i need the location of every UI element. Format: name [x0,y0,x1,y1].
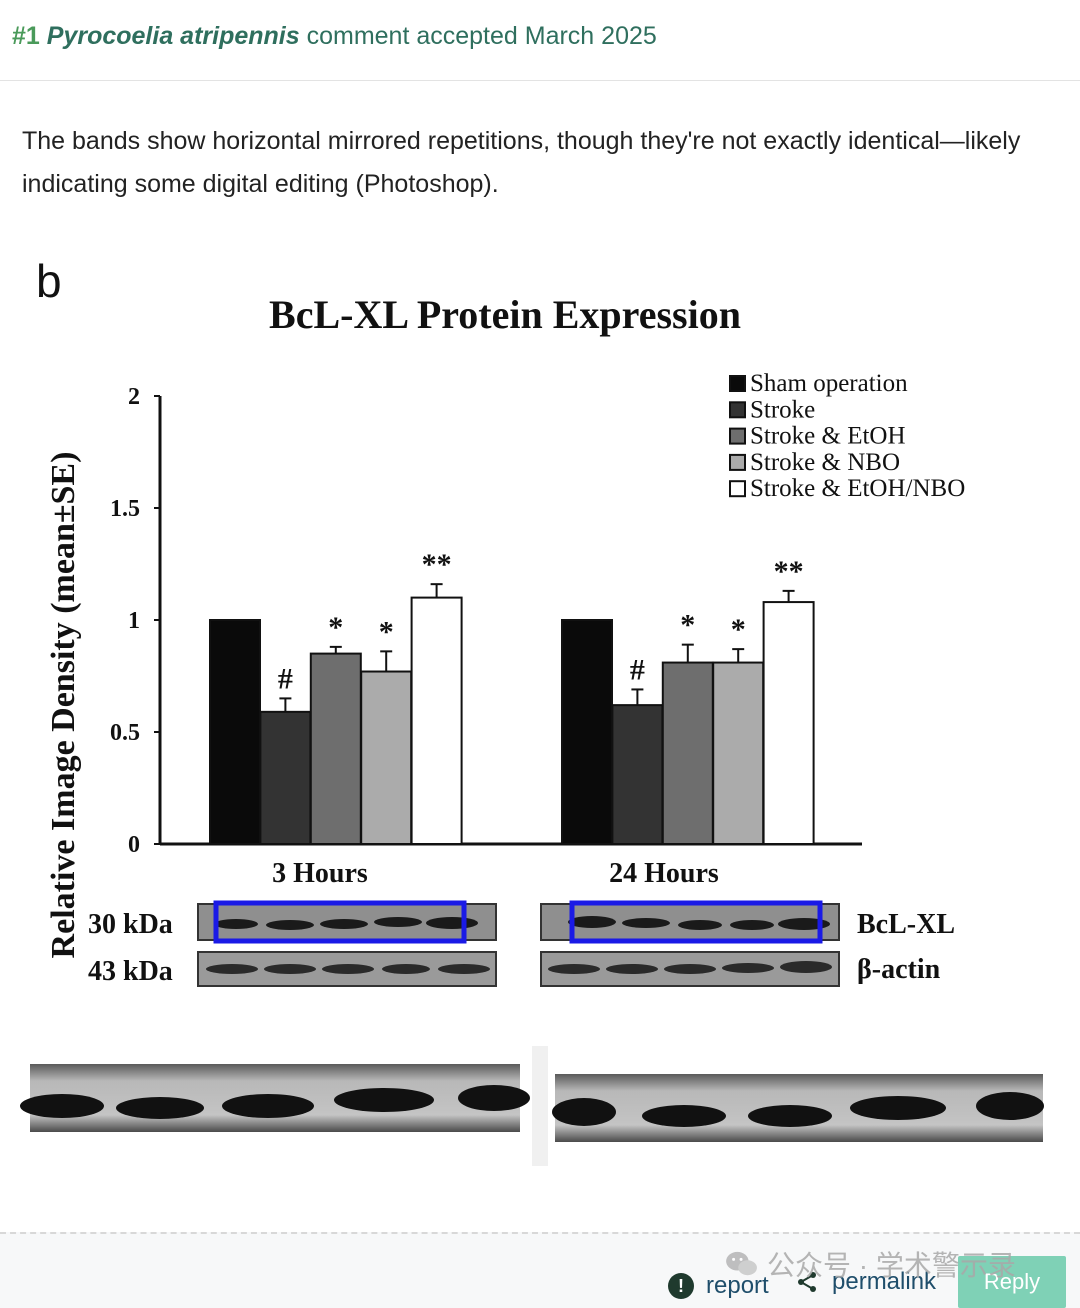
share-icon [798,1272,816,1292]
y-axis-label: Relative Image Density (mean±SE) [45,452,82,959]
actin-name-label: β-actin [857,954,941,985]
comment-text: The bands show horizontal mirrored repet… [22,127,1021,198]
report-label: report [706,1272,769,1299]
legend-label: Stroke & EtOH/NBO [750,475,965,502]
legend-swatch [729,480,746,498]
comment-number[interactable]: #1 [12,22,40,50]
bar [762,601,815,845]
bar [209,619,261,845]
permalink-link[interactable]: permalink [796,1268,936,1296]
bcl-kda-label: 30 kDa [88,909,173,940]
comment-header: #1 Pyrocoelia atripennis comment accepte… [0,0,1080,81]
y-tick-label: 1 [128,608,140,634]
permalink-label: permalink [832,1268,937,1295]
chart-title: BcL-XL Protein Expression [269,292,741,337]
y-tick-label: 1.5 [110,496,140,522]
significance-mark: * [328,611,343,644]
western-blots: 30 kDa 43 kDa BcL-XL β-actin [88,900,955,987]
comment-status: comment accepted March 2025 [306,22,657,50]
significance-mark: ** [422,548,452,581]
highlight-box-3h [213,900,467,944]
species-name[interactable]: Pyrocoelia atripennis [46,22,300,50]
bar [661,661,714,845]
legend-label: Stroke & NBO [750,449,900,476]
y-tick-label: 0 [128,832,140,858]
y-tick-label: 0.5 [110,720,140,746]
bar [309,652,362,845]
figure-panel: b BcL-XL Protein Expression Relative Ima… [36,255,965,987]
significance-mark: * [379,615,394,648]
wechat-icon [726,1251,757,1276]
crop-24h [552,1074,1044,1142]
bar [259,710,312,845]
reply-button[interactable]: Reply [958,1256,1066,1308]
alert-icon: ! [668,1273,694,1299]
x-tick-label: 24 Hours [609,858,719,889]
significance-mark: * [680,609,695,642]
bar [611,704,664,845]
report-link[interactable]: ! report [668,1272,769,1300]
actin-kda-label: 43 kDa [88,956,173,987]
crop-3h [20,1064,530,1132]
x-tick-label: 3 Hours [272,858,368,889]
bar [712,661,765,845]
legend-label: Stroke & EtOH [750,423,906,450]
legend-swatch [729,453,746,471]
bar [410,596,463,845]
watermark-text: 公众号 · 学术警示录 [767,1250,1016,1281]
comment-header-line: #1 Pyrocoelia atripennis comment accepte… [12,22,657,51]
enlarged-band-crops [20,1046,1044,1166]
crop-divider [532,1046,548,1166]
bcl-bands-24h [568,916,830,930]
bar [360,670,413,845]
panel-label: b [36,255,62,307]
significance-mark: ** [774,555,804,588]
actin-bands [206,961,832,974]
legend-swatch [729,401,746,419]
comment-footer: ! report permalink Reply [0,1232,1080,1308]
bar [561,619,613,845]
legend-swatch [729,427,746,445]
highlight-box-24h [569,900,823,944]
significance-mark: # [278,662,293,695]
y-tick-label: 2 [128,384,140,410]
chart-bars: #* ***#* *** [209,548,815,845]
significance-mark: * [731,613,746,646]
bcl-name-label: BcL-XL [857,909,955,940]
legend-label: Stroke [750,396,815,423]
legend-label: Sham operation [750,370,908,397]
legend-swatch [729,375,746,392]
significance-mark: # [630,653,645,686]
watermark: 公众号 · 学术警示录 [725,1244,1016,1284]
